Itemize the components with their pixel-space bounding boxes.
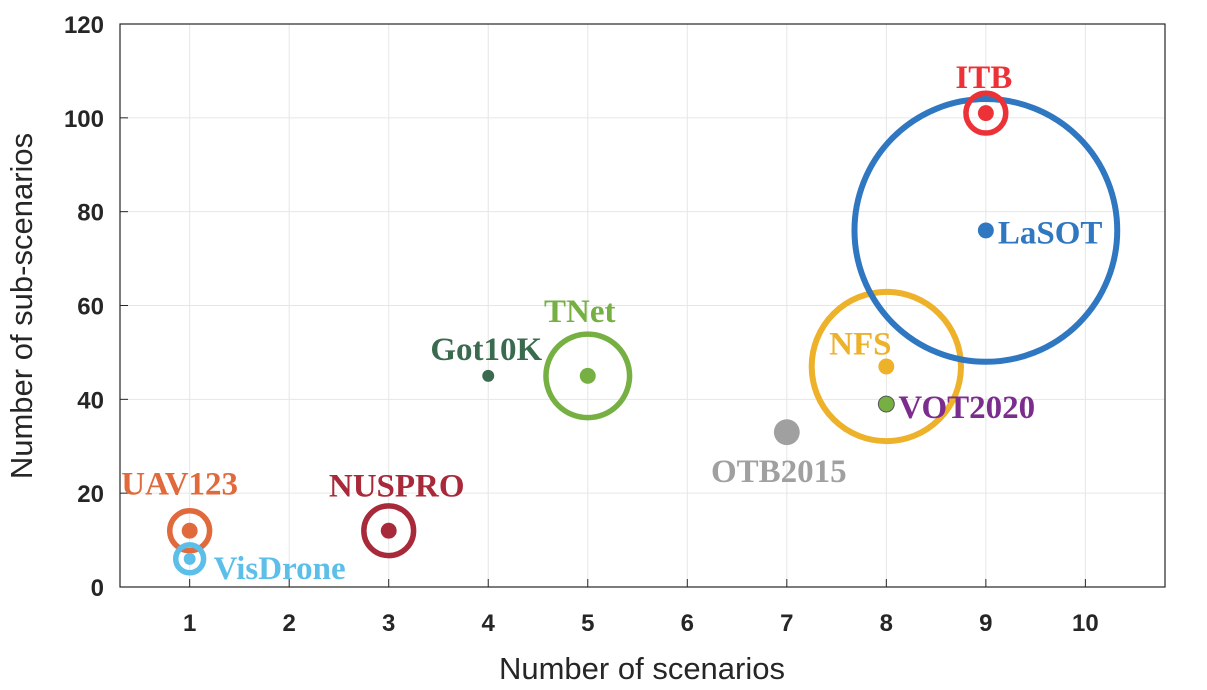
got10k-point <box>482 369 495 382</box>
lasot-label: LaSOT <box>998 215 1103 251</box>
lasot-bubble <box>851 96 1121 365</box>
data-points <box>167 90 1121 576</box>
tnet-label: TNet <box>544 294 615 330</box>
nuspro-label: NUSPRO <box>329 469 465 505</box>
x-tick-labels: 1 2 3 4 5 6 7 8 9 10 <box>183 579 1099 637</box>
y-tick-labels: 0 20 40 60 80 100 120 <box>64 12 128 602</box>
nfs-point <box>878 358 895 375</box>
uav123-label: UAV123 <box>121 467 238 503</box>
nuspro-bubble <box>361 503 417 559</box>
x-tick-label: 1 <box>183 610 196 637</box>
gridlines <box>120 23 1165 588</box>
itb-label: ITB <box>955 60 1012 96</box>
x-axis-label: Number of scenarios <box>499 651 785 686</box>
itb-bubble <box>963 90 1009 136</box>
x-tick-label: 4 <box>482 610 496 637</box>
got10k-label: Got10K <box>430 332 542 368</box>
x-tick-label: 8 <box>880 610 893 637</box>
uav123-bubble <box>167 508 213 554</box>
otb2015-point <box>773 419 800 446</box>
itb-point <box>977 105 994 122</box>
x-tick-label: 6 <box>681 610 694 637</box>
x-tick-label: 9 <box>979 610 992 637</box>
nfs-label: NFS <box>829 326 891 362</box>
vot2020-point <box>877 395 895 413</box>
visdrone-point <box>183 552 196 565</box>
x-tick-label: 10 <box>1072 610 1099 637</box>
y-tick-label: 20 <box>77 481 104 508</box>
uav123-point <box>181 522 198 539</box>
y-tick-label: 100 <box>64 106 104 133</box>
nuspro-point <box>380 522 397 539</box>
x-tick-label: 2 <box>283 610 296 637</box>
otb2015-label: OTB2015 <box>711 454 847 490</box>
tnet-point <box>579 367 596 384</box>
y-tick-label: 80 <box>77 200 104 227</box>
nfs-bubble <box>808 288 964 445</box>
y-tick-label: 120 <box>64 12 104 39</box>
tnet-bubble <box>543 331 633 421</box>
y-tick-label: 0 <box>91 575 104 602</box>
y-tick-label: 40 <box>77 387 104 414</box>
lasot-point <box>977 222 994 239</box>
visdrone-label: VisDrone <box>214 551 346 587</box>
visdrone-bubble <box>172 542 207 576</box>
y-axis-label: Number of sub-scenarios <box>4 133 39 479</box>
x-tick-label: 7 <box>780 610 793 637</box>
x-tick-label: 5 <box>581 610 594 637</box>
vot2020-label: VOT2020 <box>898 390 1035 426</box>
y-tick-label: 60 <box>77 294 104 321</box>
x-tick-label: 3 <box>382 610 395 637</box>
